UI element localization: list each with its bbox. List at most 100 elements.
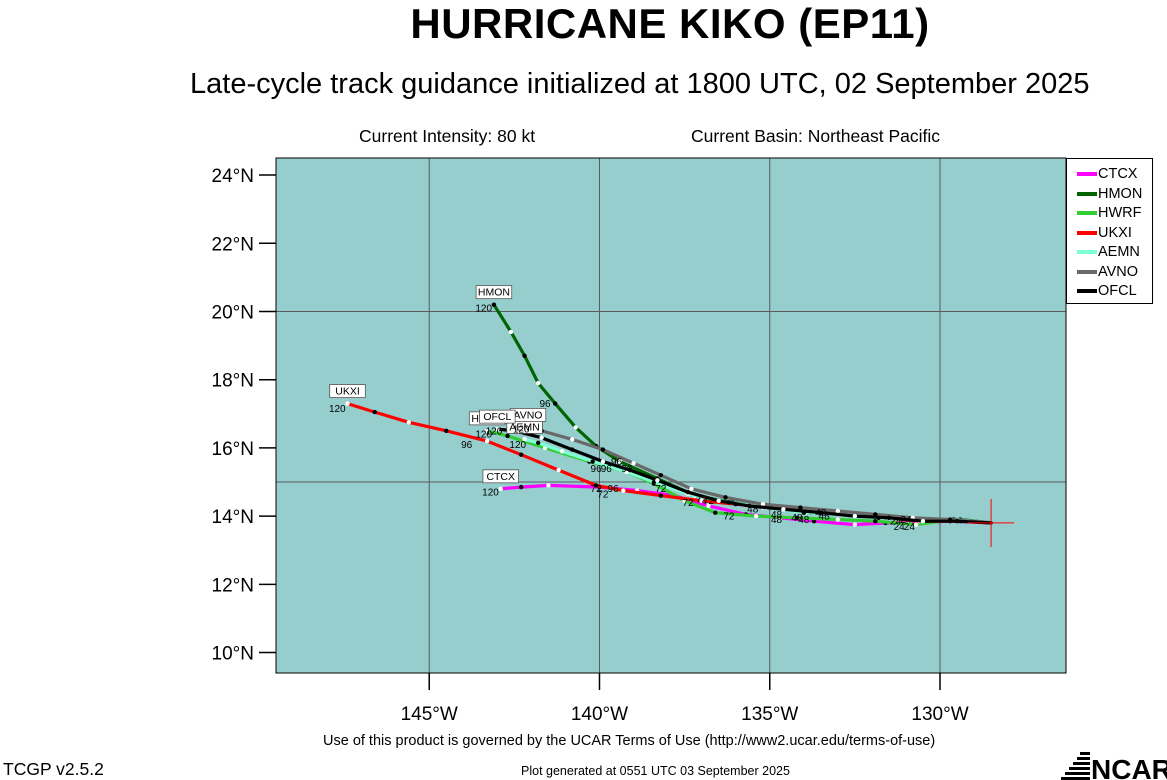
track-point-ctcx (852, 522, 858, 527)
current-basin: Current Basin: Northeast Pacific (691, 126, 940, 146)
end-label-avno: AVNO (513, 409, 542, 421)
track-point-ctcx (518, 484, 524, 490)
legend: CTCX HMON HWRF UKXI AEMN AVNO OFCL (1066, 158, 1153, 304)
track-point-ukxi (593, 483, 599, 488)
legend-label: UKXI (1098, 224, 1132, 241)
forecast-hour-label: 96 (591, 464, 603, 475)
track-point-hwrf (753, 513, 759, 519)
track-point-ukxi (699, 498, 704, 503)
forecast-hour-label: 72 (597, 489, 609, 500)
grid-lines (276, 158, 1066, 673)
forecast-hour-label: 24 (890, 517, 902, 528)
forecast-hour-label: 120 (329, 404, 346, 415)
y-tick-label: 14°N (212, 507, 254, 528)
track-point-hmon (508, 329, 514, 335)
track-point-aemn (559, 449, 565, 454)
track-point-hwrf (794, 515, 800, 521)
track-point-ofcl (954, 519, 960, 524)
legend-label: HWRF (1098, 205, 1142, 221)
track-point-ofcl (852, 513, 858, 519)
forecast-hour-label: 120 (486, 426, 503, 437)
track-point-ofcl (655, 478, 660, 483)
track-point-ukxi (518, 452, 524, 457)
y-tick-label: 10°N (212, 644, 254, 665)
end-label-ofcl: OFCL (483, 411, 511, 423)
track-point-ofcl (818, 510, 824, 515)
forecast-hour-label: 120 (482, 488, 499, 499)
end-label-box (479, 409, 516, 424)
track-point-ukxi (372, 409, 377, 415)
track-point-avno (631, 461, 636, 466)
chart-title: HURRICANE KIKO (EP11) (410, 0, 930, 47)
legend-label: CTCX (1098, 166, 1138, 182)
track-point-hwrf (505, 433, 510, 439)
legend-item-ukxi: UKXI (1067, 223, 1152, 243)
forecast-hour-label: 96 (461, 440, 473, 451)
track-point-ofcl (716, 498, 721, 503)
track-point-hwrf (835, 517, 841, 522)
track-point-ctcx (498, 486, 503, 492)
track-point-ukxi (658, 493, 663, 498)
track-point-ofcl (495, 426, 500, 432)
track-point-hwrf (713, 510, 718, 515)
legend-item-aemn: AEMN (1067, 242, 1152, 262)
forecast-hour-label: 96 (539, 399, 551, 410)
end-label-aemn: AEMN (509, 421, 539, 433)
plot-area (275, 157, 1067, 674)
forecast-hour-label: 72 (655, 484, 667, 495)
legend-item-avno: AVNO (1067, 262, 1152, 282)
forecast-hour-label: 72 (723, 512, 735, 523)
forecast-hour-label: 24 (900, 515, 912, 526)
track-point-aemn (535, 440, 541, 445)
track-point-ofcl (920, 519, 926, 524)
forecast-hour-label: 72 (682, 498, 694, 509)
legend-label: AVNO (1098, 263, 1139, 280)
forecast-hour-label: 24 (894, 522, 906, 533)
end-label-ukxi: UKXI (335, 386, 360, 398)
ncar-logo-text: NCAR (1091, 754, 1167, 780)
forecast-hour-label: 72 (696, 494, 708, 505)
legend-label: OFCL (1098, 283, 1137, 299)
legend-swatch (1077, 269, 1097, 274)
y-tick-label: 20°N (212, 302, 254, 323)
track-point-ukxi (556, 467, 561, 473)
track-point-avno (658, 472, 663, 478)
forecast-hour-label: 120 (509, 440, 526, 451)
ncar-logo: NCAR (1061, 752, 1167, 780)
storm-position-marker (968, 498, 1015, 547)
track-point-ctcx (546, 483, 551, 488)
end-label-box (329, 384, 366, 398)
y-tick-label: 12°N (212, 575, 254, 596)
forecast-hour-label: 48 (771, 510, 783, 521)
forecast-hour-label: 48 (815, 508, 827, 519)
forecast-hour-label: 48 (798, 515, 810, 526)
axes: 10°N 12°N 14°N 16°N 18°N 20°N 22°N 24°N 145°W 140… (212, 166, 969, 725)
track-point-ctcx (706, 503, 711, 509)
x-tick-label: 140°W (571, 704, 628, 725)
forecast-hour-label: 120 (475, 430, 492, 441)
track-point-ukxi (345, 401, 350, 406)
y-tick-label: 22°N (212, 234, 254, 255)
forecast-hour-label: 48 (819, 512, 831, 523)
legend-swatch (1077, 172, 1097, 176)
track-point-avno (570, 437, 575, 442)
track-point-hwrf (873, 519, 878, 524)
track-point-ofcl (627, 467, 633, 473)
version-label: TCGP v2.5.2 (3, 759, 104, 779)
y-tick-label: 24°N (212, 166, 254, 187)
legend-item-hwrf: HWRF (1067, 203, 1152, 223)
track-point-avno (600, 447, 606, 452)
forecast-hour-label: 24 (904, 522, 916, 533)
end-label-hmon: HMON (478, 287, 510, 299)
end-label-ctcx: CTCX (486, 471, 515, 483)
end-label-box (482, 469, 519, 484)
legend-item-ofcl: OFCL (1067, 281, 1152, 301)
track-point-avno (835, 508, 841, 514)
end-label-box (475, 285, 513, 300)
track-point-hwrf (484, 428, 490, 434)
track-point-ofcl (781, 507, 786, 512)
track-point-ofcl (685, 490, 691, 495)
legend-swatch (1077, 230, 1097, 235)
track-point-ofcl (570, 447, 575, 452)
forecast-hour-label: 48 (771, 515, 783, 526)
